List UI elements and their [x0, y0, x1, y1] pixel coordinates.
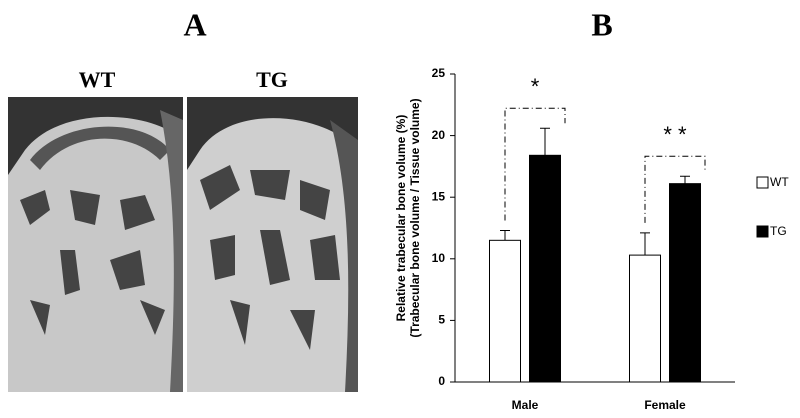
y-tick-label: 5 — [438, 313, 445, 327]
y-axis-label: (Trabecular bone volume / Tissue volume) — [408, 98, 422, 337]
panel-label: A — [183, 6, 206, 42]
error-bar — [680, 175, 690, 184]
error-bar — [540, 127, 550, 156]
significance-bracket — [644, 155, 706, 223]
image-label: TG — [256, 67, 288, 92]
significance-label: * * — [663, 122, 687, 147]
y-tick-label: 15 — [432, 189, 446, 203]
histology-image — [187, 97, 358, 392]
error-bar — [500, 229, 510, 241]
legend-swatch — [756, 176, 769, 189]
bar — [529, 154, 561, 383]
legend-label: WT — [770, 175, 789, 189]
y-tick-label: 20 — [432, 128, 446, 142]
x-tick-label: Male — [512, 398, 539, 412]
bar-chart: 0 5 10 15 20 25 Relative trabecular bone volum… — [394, 66, 789, 412]
y-axis-label: Relative trabecular bone volume (%) — [394, 115, 408, 322]
histology-image — [8, 97, 183, 392]
legend-swatch — [756, 225, 769, 238]
error-bar — [640, 232, 650, 256]
bar — [669, 183, 701, 383]
panel-label: B — [591, 6, 612, 42]
y-tick-label: 10 — [432, 251, 446, 265]
bar — [489, 239, 521, 383]
legend-label: TG — [770, 224, 787, 238]
significance-label: * — [531, 74, 540, 99]
y-tick-label: 25 — [432, 66, 446, 80]
significance-bracket — [504, 107, 566, 221]
bar — [629, 254, 661, 383]
image-label: WT — [79, 67, 116, 92]
y-tick-label: 0 — [438, 374, 445, 388]
x-tick-label: Female — [644, 398, 686, 412]
